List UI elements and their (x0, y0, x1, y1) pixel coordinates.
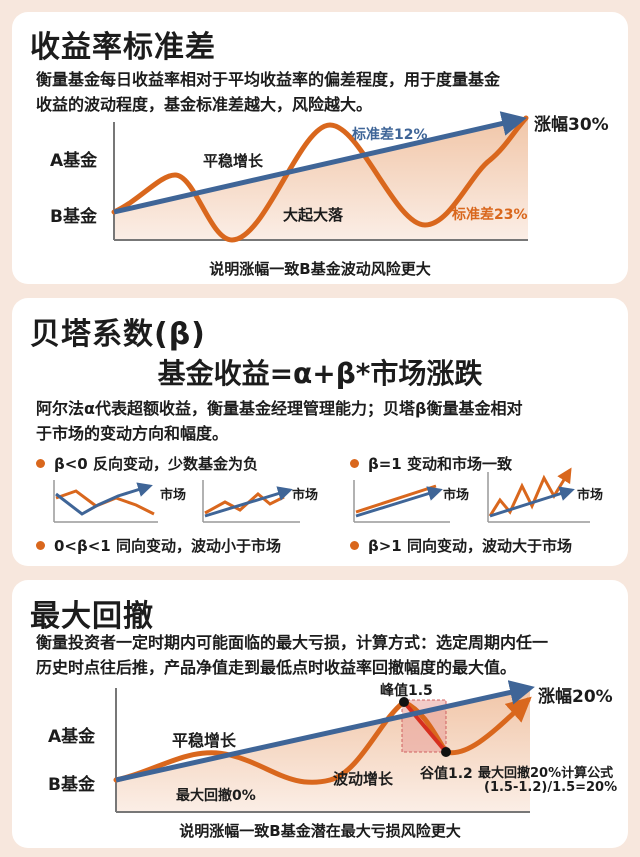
max-drawdown-description: 衡量投资者一定时期内可能面临的最大亏损，计算方式：选定周期内任一 历史时点往后推… (36, 630, 596, 680)
fund-line (489, 486, 575, 518)
max-drawdown-fund-b-label: B基金 (48, 775, 95, 795)
market-label: 市场 (443, 488, 470, 503)
beta-formula: 基金收益=α+β*市场涨跌 (157, 357, 483, 390)
bullet-dot (350, 459, 359, 468)
fund-b-wave-line (113, 696, 532, 785)
std-dev-description: 衡量基金每日收益率相对于平均收益率的偏差程度，用于度量基金 收益的波动程度，基金… (36, 67, 596, 117)
max-drawdown-fund-a-label: A基金 (48, 727, 96, 747)
beta-negative-chart (53, 480, 158, 523)
max-drawdown-desc-line2: 历史时点往后推，产品净值走到最低点时收益率回撤幅度的最大值。 (36, 658, 517, 677)
fund-line (355, 486, 443, 518)
std-dev-steady-label: 平稳增长 (203, 152, 264, 170)
max-drawdown-caption: 说明涨幅一致B基金潜在最大亏损风险更大 (179, 822, 461, 840)
std-dev-fund-a-value: 标准差12% (352, 127, 428, 143)
bullet-dot (36, 541, 45, 550)
beta-item-greater-than-one: β>1 同向变动，波动大于市场 (368, 537, 572, 555)
std-dev-title: 收益率标准差 (30, 30, 216, 65)
beta-item-negative: β<0 反向变动，少数基金为负 (54, 455, 258, 473)
bullet-dot (350, 541, 359, 550)
max-drawdown-title: 最大回撤 (30, 599, 154, 634)
max-drawdown-steady-label: 平稳增长 (172, 731, 237, 750)
std-dev-gain-label: 涨幅30% (534, 115, 609, 135)
market-line (488, 467, 572, 517)
drawdown-segment (402, 700, 448, 754)
valley-label: 谷值1.2 (420, 766, 473, 782)
market-line (355, 484, 437, 514)
beta-item-one: β=1 变动和市场一致 (368, 455, 512, 473)
drawdown-formula: (1.5-1.2)/1.5=20% (484, 780, 618, 795)
market-label: 市场 (292, 488, 319, 503)
beta-less-than-one-chart (202, 480, 300, 523)
std-dev-desc-line2: 收益的波动程度，基金标准差越大，风险越大。 (36, 95, 373, 114)
std-dev-fund-a-label: A基金 (50, 151, 98, 171)
std-dev-volatile-label: 大起大落 (283, 206, 344, 224)
std-dev-fund-b-value: 标准差23% (452, 207, 528, 223)
fund-line (204, 486, 293, 518)
beta-desc-line2: 于市场的变动方向和幅度。 (36, 424, 229, 443)
market-label: 市场 (577, 488, 604, 503)
beta-item-less-than-one: 0<β<1 同向变动，波动小于市场 (54, 537, 281, 555)
fund-b-volatile-line (111, 115, 529, 243)
std-dev-shaded-area (114, 118, 528, 240)
std-dev-chart (111, 111, 529, 243)
max-drawdown-desc-line1: 衡量投资者一定时期内可能面临的最大亏损，计算方式：选定周期内任一 (36, 633, 549, 652)
bullet-dot (36, 459, 45, 468)
std-dev-fund-b-label: B基金 (50, 207, 97, 227)
beta-description: 阿尔法α代表超额收益，衡量基金经理管理能力；贝塔β衡量基金相对 于市场的变动方向… (36, 396, 596, 446)
max-drawdown-zero-label: 最大回撤0% (176, 788, 256, 804)
beta-desc-line1: 阿尔法α代表超额收益，衡量基金经理管理能力；贝塔β衡量基金相对 (36, 399, 523, 418)
fund-a-steady-line (115, 680, 535, 783)
peak-label: 峰值1.5 (380, 683, 433, 699)
std-dev-desc-line1: 衡量基金每日收益率相对于平均收益率的偏差程度，用于度量基金 (36, 70, 501, 89)
peak-point (399, 697, 409, 707)
beta-mini-charts (53, 467, 590, 523)
std-dev-caption: 说明涨幅一致B基金波动风险更大 (209, 260, 431, 278)
market-label: 市场 (160, 488, 187, 503)
valley-point (441, 747, 451, 757)
max-drawdown-gain-label: 涨幅20% (538, 687, 613, 707)
max-drawdown-wave-label: 波动增长 (333, 770, 394, 788)
beta-one-chart (353, 480, 450, 523)
fund-a-steady-line (113, 111, 527, 215)
drawdown-formula-title: 最大回撤20%计算公式 (478, 766, 614, 781)
beta-greater-than-one-chart (487, 467, 590, 523)
beta-title: 贝塔系数(β) (30, 317, 206, 352)
fund-line (55, 482, 153, 516)
